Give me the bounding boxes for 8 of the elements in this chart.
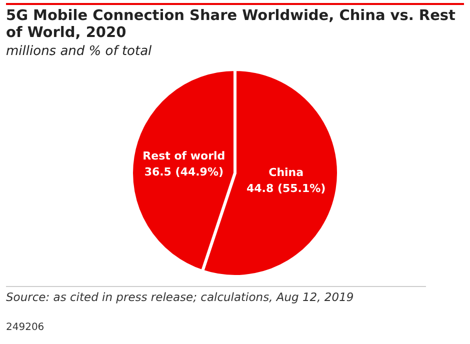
- data-label: 44.8 (55.1%): [246, 182, 326, 196]
- chart-subtitle: millions and % of total: [6, 44, 152, 59]
- data-label: 36.5 (44.9%): [144, 166, 224, 179]
- slice-label: Rest of world: [142, 150, 226, 163]
- slice-label: China: [268, 166, 304, 180]
- chart-title: 5G Mobile Connection Share Worldwide, China vs. Rest of World, 2020: [6, 8, 456, 42]
- source-note: Source: as cited in press release; calculations, Aug 12, 2019: [6, 286, 426, 304]
- text: 249206: [6, 322, 44, 333]
